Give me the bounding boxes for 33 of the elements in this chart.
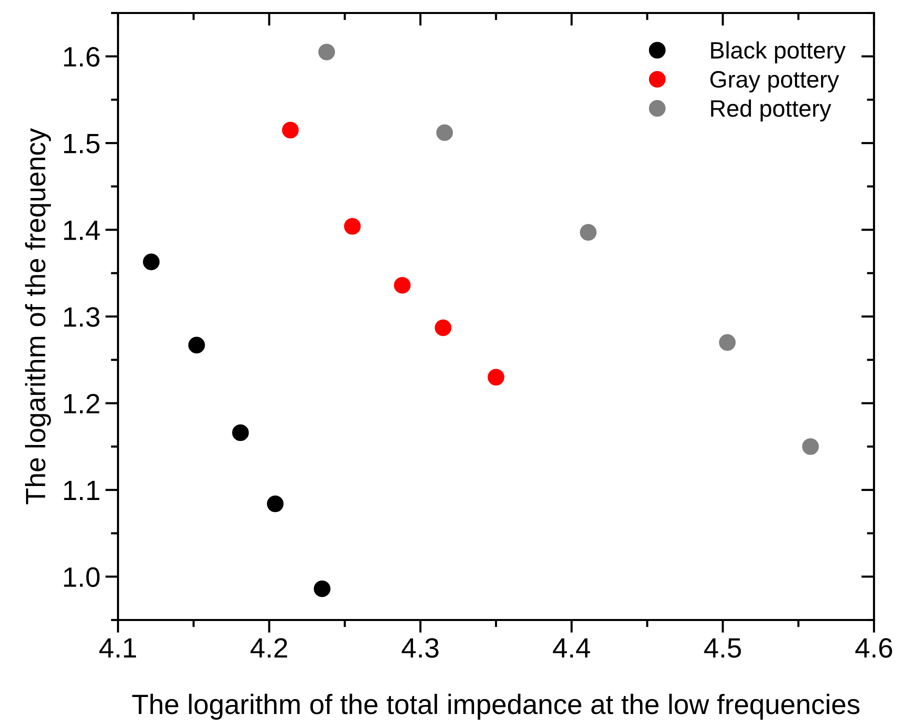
- y-tick-label: 1.2: [64, 394, 100, 414]
- point: [394, 276, 411, 294]
- point: [434, 319, 452, 336]
- y-tick-label: 1.6: [64, 47, 100, 67]
- y-axis-title: The logarithm of the frequency: [25, 128, 51, 504]
- y-tick-label: 1.5: [64, 134, 100, 154]
- point: [580, 224, 597, 241]
- point: [282, 122, 299, 138]
- point: [488, 368, 504, 386]
- x-tick-label: 4.6: [855, 638, 892, 658]
- x-tick-label: 4.2: [250, 638, 288, 658]
- x-axis-title: The logarithm of the total impedance at the low frequencies: [132, 694, 860, 720]
- x-tick-label: 4.3: [402, 638, 438, 658]
- point: [314, 580, 330, 598]
- point: [719, 334, 736, 351]
- x-tick-label: 4.5: [704, 638, 741, 658]
- legend-label: Gray pottery: [710, 71, 840, 92]
- y-tick-label: 1.0: [64, 567, 100, 587]
- point: [266, 495, 284, 512]
- y-tick-label: 1.3: [64, 307, 100, 327]
- legend-label: Red pottery: [711, 100, 832, 122]
- legend-label: Black pottery: [711, 41, 846, 64]
- y-tick-label: 1.1: [64, 480, 100, 500]
- point: [436, 124, 453, 141]
- x-tick-label: 4.1: [99, 638, 136, 658]
- x-tick-label: 4.4: [552, 638, 590, 658]
- point: [232, 424, 249, 442]
- point: [802, 438, 819, 455]
- point: [142, 254, 160, 270]
- y-tick-label: 1.4: [64, 220, 100, 240]
- point: [318, 44, 335, 60]
- point: [344, 218, 361, 235]
- point: [188, 336, 205, 354]
